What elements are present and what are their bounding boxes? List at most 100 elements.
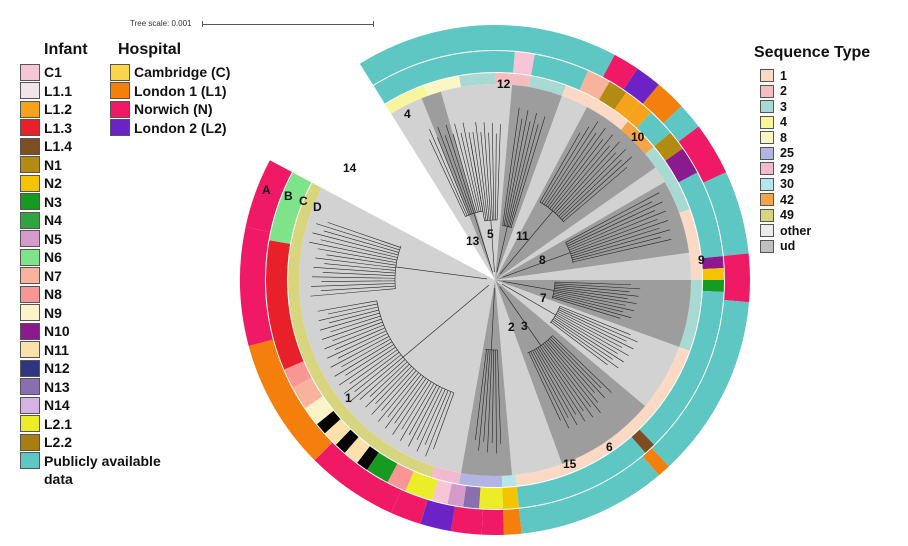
sequence-type-legend-item: ud [760, 239, 870, 255]
tree-branch [559, 307, 638, 343]
clade-label: 11 [516, 229, 529, 243]
tree-branch [503, 118, 523, 226]
infant-legend-item: L2.2 [20, 433, 190, 452]
sequence-type-legend-swatch [760, 208, 774, 222]
tree-branch [502, 281, 555, 291]
tree-branch [496, 124, 501, 221]
tree-branch [550, 321, 608, 366]
infant-legend-swatch [20, 100, 40, 118]
tree-branch [558, 148, 627, 217]
tree-branch [334, 327, 386, 350]
tree-branch [483, 122, 492, 221]
tree-branch [506, 121, 531, 227]
tree-branch [472, 132, 487, 221]
infant-legend-item: L1.1 [20, 82, 190, 101]
tree-branch [324, 324, 384, 350]
tree-branch [550, 336, 602, 389]
sequence-type-ring-segment [385, 85, 428, 114]
tree-branch [319, 312, 380, 331]
hospital-ring-segment [481, 509, 504, 536]
sequence-type-ring-segment [529, 76, 566, 96]
sequence-type-legend-swatch [760, 146, 774, 160]
tree-branch [475, 349, 487, 440]
hospital-legend-item: Norwich (N) [110, 100, 230, 119]
tree-branch [567, 201, 663, 247]
ring-letter: D [313, 200, 322, 214]
tree-branch [349, 356, 404, 403]
tree-branch [332, 321, 383, 342]
infant-legend-label: L2.2 [44, 434, 73, 451]
tree-branch [499, 210, 554, 275]
infant-legend-swatch [20, 341, 40, 359]
clade-label: 5 [487, 227, 494, 241]
tree-branch [551, 320, 619, 369]
tree-branch [561, 156, 632, 221]
hospital-legend: Hospital Cambridge (C) London 1 (L1) Norwi… [110, 41, 230, 137]
infant-legend-item: N5 [20, 230, 190, 249]
infant-legend-swatch [20, 248, 40, 266]
tree-branch [495, 133, 497, 221]
hospital-legend-swatch [110, 63, 130, 81]
infant-ring-segment [447, 483, 467, 507]
sequence-type-legend-item: 3 [760, 99, 870, 115]
infant-ring-segment [284, 361, 312, 388]
sequence-type-legend-label: 29 [780, 161, 794, 176]
tree-branch [549, 338, 606, 398]
tree-branch [437, 137, 470, 216]
ring-letter: B [284, 189, 293, 203]
infant-legend-label: N2 [44, 175, 62, 192]
infant-legend-label: N10 [44, 323, 70, 340]
infant-legend-item: N9 [20, 304, 190, 323]
sequence-type-legend-item: 42 [760, 192, 870, 208]
infant-legend-swatch [20, 359, 40, 377]
sequence-type-legend-label: 42 [780, 192, 794, 207]
tree-branch [537, 347, 586, 422]
tree-branch [378, 372, 419, 422]
sequence-type-ring-segment [620, 347, 690, 439]
infant-legend-swatch [20, 156, 40, 174]
tree-branch [437, 126, 471, 215]
hospital-legend-swatch [110, 100, 130, 118]
hospital-legend-label: Cambridge (C) [134, 64, 231, 81]
infant-legend-label: N13 [44, 378, 70, 395]
tree-branch [528, 352, 561, 421]
hospital-ring-segment [245, 160, 292, 233]
clade-sectors [298, 84, 691, 476]
sequence-type-ring-segment [291, 314, 326, 384]
infant-legend-item: N12 [20, 359, 190, 378]
sequence-type-legend-item: 30 [760, 177, 870, 193]
infant-ring-segment [599, 81, 627, 110]
hospital-legend-item: Cambridge (C) [110, 63, 230, 82]
hospital-ring-segment [519, 456, 659, 534]
tree-branch [316, 223, 400, 251]
tree-branch [324, 263, 396, 271]
tree-branch [359, 359, 406, 400]
infant-legend: Infant C1 L1.1 L1.2 L1.3 L1.4 N1 N2 N3 N4 N5 N6 N7 N… [20, 41, 190, 488]
sequence-type-legend-swatch [760, 84, 774, 98]
infant-legend-items: C1 L1.1 L1.2 L1.3 L1.4 N1 N2 N3 N4 N5 N6 N7 N8 N9 N10 N… [20, 63, 190, 488]
tree-branch [491, 123, 495, 221]
clade-label: 10 [631, 130, 645, 144]
infant-legend-item: L1.2 [20, 100, 190, 119]
sequence-type-legend-label: 1 [780, 68, 787, 83]
tree-branch [491, 349, 495, 443]
infant-ring-segment [431, 479, 452, 504]
tree-branch [535, 348, 577, 415]
infant-legend-swatch [20, 174, 40, 192]
sequence-type-ring-segment [459, 473, 503, 487]
sequence-type-legend-swatch [760, 115, 774, 129]
sequence-type-legend-label: ud [780, 239, 796, 254]
tree-branch [543, 121, 599, 205]
hospital-legend-item: London 2 (L2) [110, 119, 230, 138]
sequence-type-ring-segment [679, 280, 702, 351]
infant-legend-item: N11 [20, 341, 190, 360]
sequence-type-ring-segment [288, 182, 322, 316]
infant-ring-segment [625, 102, 652, 128]
tree-branch [572, 238, 672, 263]
tree-branch [571, 227, 660, 257]
sequence-type-ring-segment [361, 430, 435, 477]
infant-legend-swatch [20, 137, 40, 155]
clade-label: 14 [343, 161, 357, 175]
sequence-type-legend-item: other [760, 223, 870, 239]
